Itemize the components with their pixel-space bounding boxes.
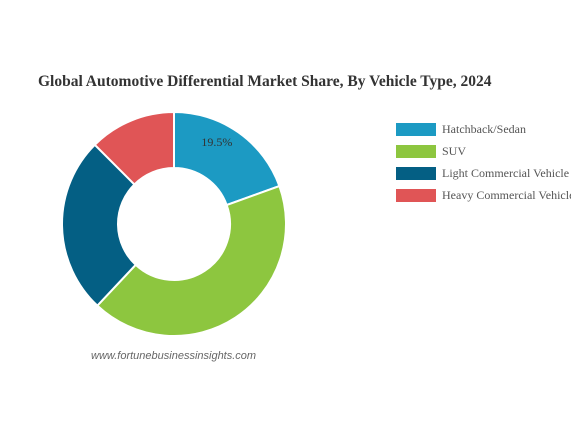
legend-item[interactable]: Light Commercial Vehicle [396, 162, 571, 184]
donut-slice-suv [95, 184, 287, 337]
legend-swatch [396, 166, 436, 180]
legend-swatch [396, 122, 436, 136]
legend-label: Hatchback/Sedan [442, 121, 526, 136]
legend-swatch [396, 144, 436, 158]
donut-slice-heavy-commercial-vehicle [93, 110, 175, 186]
source-watermark: www.fortunebusinessinsights.com [91, 350, 257, 362]
legend-item[interactable]: SUV [396, 140, 571, 162]
legend-swatch [396, 188, 436, 202]
legend-item[interactable]: Heavy Commercial Vehicle [396, 184, 571, 206]
data-label: 19.5% [201, 135, 232, 149]
legend-label: Heavy Commercial Vehicle [442, 187, 571, 202]
legend-label: Light Commercial Vehicle [442, 165, 570, 180]
chart-title: Global Automotive Differential Market Sh… [38, 73, 492, 90]
chart-legend: Hatchback/Sedan SUV Light Commercial Vehic… [396, 118, 571, 206]
donut-slice-light-commercial-vehicle [61, 143, 138, 308]
legend-label: SUV [442, 143, 467, 158]
legend-item[interactable]: Hatchback/Sedan [396, 118, 571, 140]
